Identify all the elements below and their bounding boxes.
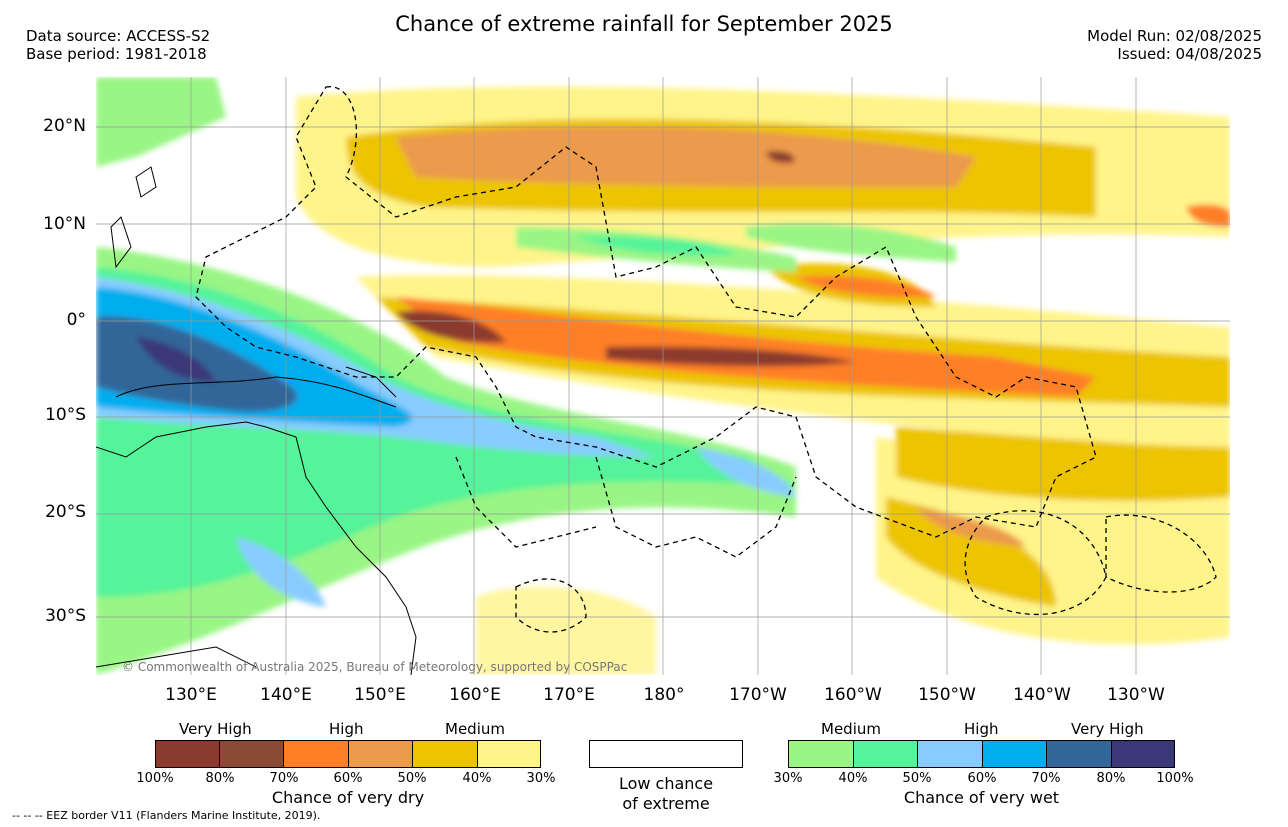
wet-level-high: High <box>964 720 999 738</box>
low-chance-swatch <box>589 740 743 768</box>
dry-level-medium: Medium <box>445 720 505 738</box>
lon-label-160w: 160°W <box>824 685 882 705</box>
issued-line: Issued: 04/08/2025 <box>1117 45 1262 63</box>
low-caption-line1: Low chance <box>618 774 714 793</box>
wet-level-medium: Medium <box>821 720 881 738</box>
dry-tick: 50% <box>397 771 427 786</box>
dry-level-very-high: Very High <box>179 720 252 738</box>
lon-label-130w: 130°W <box>1107 685 1165 705</box>
dry-swatch-1 <box>155 740 220 768</box>
coastlines <box>96 166 417 675</box>
wet-tick: 30% <box>773 771 803 786</box>
wet-swatch-1 <box>788 740 854 768</box>
eez-borders <box>195 86 1217 633</box>
eez-footnote: -- -- -- EEZ border V11 (Flanders Marine… <box>12 809 321 822</box>
dry-level-high: High <box>329 720 364 738</box>
dry-swatch-5 <box>412 740 478 768</box>
dry-swatch-3 <box>283 740 349 768</box>
base-period-line: Base period: 1981-2018 <box>26 45 207 63</box>
lon-label-160e: 160°E <box>449 685 501 705</box>
wet-swatch-4 <box>982 740 1047 768</box>
low-chance-caption: Low chance of extreme <box>589 774 743 814</box>
lon-label-150e: 150°E <box>354 685 406 705</box>
lat-label-10s: 10°S <box>45 405 86 425</box>
graticule <box>96 77 1230 675</box>
copyright-credit: © Commonwealth of Australia 2025, Bureau… <box>122 660 628 674</box>
lat-label-20n: 20°N <box>43 116 86 136</box>
wet-tick: 70% <box>1031 771 1061 786</box>
lon-label-140e: 140°E <box>260 685 312 705</box>
probability-shading <box>96 77 1230 675</box>
lat-label-0: 0° <box>66 310 86 330</box>
dry-tick: 30% <box>526 771 556 786</box>
model-run-info: Model Run: 02/08/2025 Issued: 04/08/2025 <box>1087 27 1262 63</box>
dry-caption: Chance of very dry <box>271 788 425 807</box>
wet-level-very-high: Very High <box>1071 720 1144 738</box>
wet-tick: 100% <box>1156 771 1194 786</box>
dry-swatch-2 <box>219 740 284 768</box>
wet-swatch-3 <box>917 740 983 768</box>
lat-label-20s: 20°S <box>45 502 86 522</box>
lon-label-180: 180° <box>643 685 685 705</box>
dry-tick: 70% <box>269 771 299 786</box>
dry-colorbar <box>155 740 541 768</box>
dry-tick: 80% <box>205 771 235 786</box>
wet-swatch-6 <box>1111 740 1175 768</box>
data-source-info: Data source: ACCESS-S2 Base period: 1981… <box>26 27 210 63</box>
wet-caption: Chance of very wet <box>903 788 1060 807</box>
rainfall-map <box>96 77 1230 675</box>
lon-label-150w: 150°W <box>918 685 976 705</box>
dry-tick: 40% <box>462 771 492 786</box>
dry-swatch-4 <box>348 740 413 768</box>
lat-label-30s: 30°S <box>45 606 86 626</box>
model-run-line: Model Run: 02/08/2025 <box>1087 27 1262 45</box>
wet-swatch-5 <box>1046 740 1112 768</box>
wet-tick: 50% <box>902 771 932 786</box>
data-source-line: Data source: ACCESS-S2 <box>26 27 211 45</box>
wet-tick: 40% <box>838 771 868 786</box>
map-title: Chance of extreme rainfall for September… <box>395 12 893 36</box>
map-canvas <box>96 77 1230 675</box>
wet-tick: 60% <box>967 771 997 786</box>
lon-label-170w: 170°W <box>729 685 787 705</box>
lon-label-130e: 130°E <box>165 685 217 705</box>
lat-label-10n: 10°N <box>43 214 86 234</box>
wet-colorbar <box>788 740 1175 768</box>
dry-swatch-6 <box>477 740 541 768</box>
lon-label-140w: 140°W <box>1013 685 1071 705</box>
wet-swatch-2 <box>853 740 918 768</box>
low-caption-line2: of extreme <box>622 794 710 813</box>
wet-tick: 80% <box>1096 771 1126 786</box>
lon-label-170e: 170°E <box>543 685 595 705</box>
dry-tick: 100% <box>136 771 174 786</box>
dry-tick: 60% <box>333 771 363 786</box>
